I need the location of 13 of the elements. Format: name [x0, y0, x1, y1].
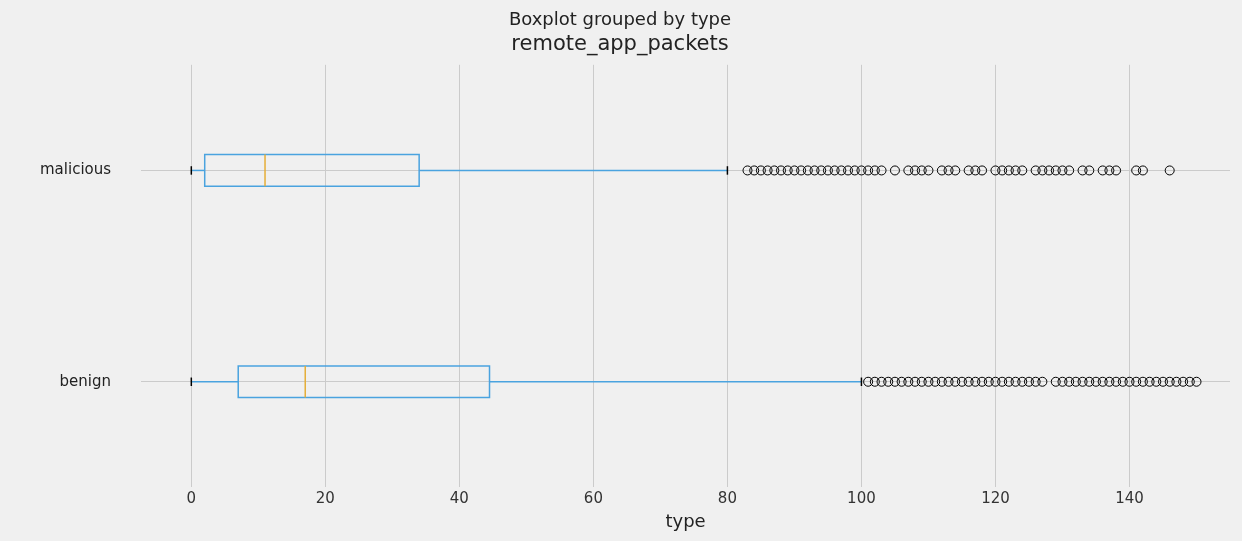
x-tick-label: 140: [1115, 489, 1144, 508]
chart-subtitle: remote_app_packets: [511, 30, 729, 56]
x-tick-label: 20: [315, 489, 335, 508]
y-tick-label: malicious: [39, 160, 112, 179]
x-axis-title: type: [665, 509, 706, 531]
x-tick-label: 120: [981, 489, 1010, 508]
chart-title: Boxplot grouped by type: [508, 8, 732, 30]
x-tick-label: 0: [186, 489, 197, 508]
x-tick-label: 80: [717, 489, 737, 508]
x-tick-label: 60: [583, 489, 603, 508]
y-tick-label: benign: [59, 371, 112, 390]
x-tick-label: 100: [847, 489, 876, 508]
x-tick-label: 40: [449, 489, 469, 508]
